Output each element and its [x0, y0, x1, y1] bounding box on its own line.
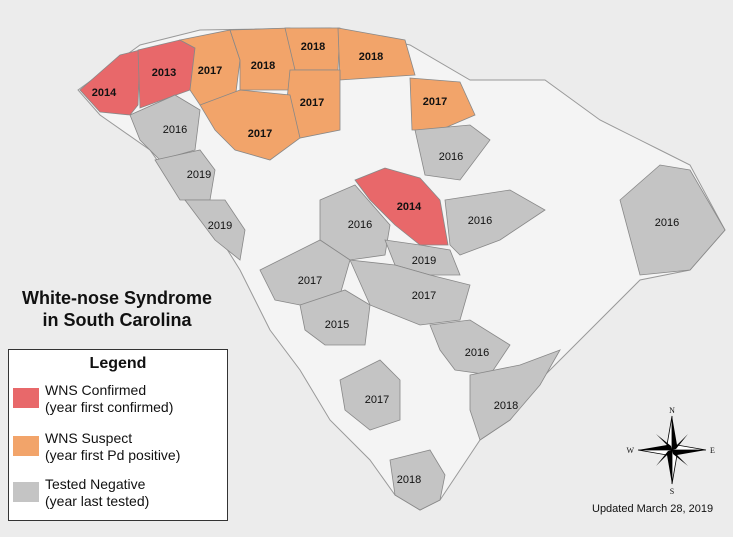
county-label: 2016: [465, 347, 489, 359]
county-label: 2019: [208, 220, 232, 232]
map-title: White-nose Syndrome in South Carolina: [12, 287, 222, 331]
county-suspect-2018-c: [337, 27, 416, 81]
county-label: 2013: [152, 67, 176, 79]
county-label: 2018: [494, 400, 518, 412]
legend-sublabel: (year first Pd positive): [45, 447, 181, 463]
legend-label: Tested Negative: [45, 476, 146, 492]
county-negative-2018-s: [389, 449, 446, 511]
county-label: 2014: [397, 201, 422, 213]
county-negative-2019-b: [184, 199, 246, 261]
county-suspect-2018-a: [229, 27, 296, 91]
legend-label: WNS Confirmed: [45, 382, 147, 398]
county-negative-2016-n: [414, 124, 491, 181]
compass-w: W: [626, 446, 634, 455]
county-negative-2017-s: [339, 359, 401, 431]
county-label: 2017: [412, 290, 436, 302]
map-title-line2: in South Carolina: [42, 310, 192, 330]
legend-title: Legend: [89, 355, 147, 372]
county-negative-2016-east: [619, 164, 726, 276]
county-suspect-2017-d: [409, 77, 476, 131]
legend-sublabel: (year last tested): [45, 493, 150, 509]
county-negative-2015: [299, 289, 371, 346]
county-label: 2016: [163, 124, 187, 136]
county-label: 2017: [365, 394, 389, 406]
compass-e: E: [710, 446, 715, 455]
county-label: 2019: [187, 169, 211, 181]
legend-swatch-negative: [13, 482, 39, 502]
compass-n: N: [669, 406, 675, 415]
updated-date: Updated March 28, 2019: [592, 503, 714, 515]
county-negative-2017-c: [349, 259, 471, 326]
legend-text-confirmed: WNS Confirmed (year first confirmed): [45, 382, 173, 416]
county-label: 2017: [423, 96, 447, 108]
county-label: 2017: [300, 97, 324, 109]
county-label: 2017: [198, 65, 222, 77]
map-title-line1: White-nose Syndrome: [21, 288, 213, 308]
county-negative-2019-a: [154, 149, 216, 201]
legend-swatch-confirmed: [13, 388, 39, 408]
county-negative-2018-se: [469, 349, 561, 441]
legend: Legend WNS Confirmed (year first confirm…: [8, 349, 228, 521]
county-confirmed-2014-center: [354, 167, 449, 246]
county-negative-2016-nw: [129, 94, 201, 161]
legend-text-negative: Tested Negative (year last tested): [45, 476, 149, 510]
county-negative-2016-ce: [444, 189, 546, 256]
county-suspect-2017-c: [199, 89, 301, 161]
county-label: 2016: [655, 217, 679, 229]
legend-swatch-suspect: [13, 436, 39, 456]
county-label: 2018: [301, 41, 325, 53]
county-confirmed-2014-west: [79, 49, 141, 116]
county-label: 2018: [397, 474, 421, 486]
legend-text-suspect: WNS Suspect (year first Pd positive): [45, 430, 180, 464]
county-shapes: [79, 27, 726, 511]
county-label: 2016: [439, 151, 463, 163]
county-label: 2017: [298, 275, 322, 287]
county-label: 2017: [248, 128, 272, 140]
county-label: 2014: [92, 87, 117, 99]
legend-sublabel: (year first confirmed): [45, 399, 174, 415]
county-labels: 2014 2013 2017 2018 2018 2018 2017 2017 …: [92, 41, 679, 486]
county-label: 2015: [325, 319, 349, 331]
compass-s: S: [670, 487, 674, 496]
county-label: 2018: [359, 51, 383, 63]
legend-label: WNS Suspect: [45, 430, 133, 446]
compass-rose-icon: N S E W: [626, 406, 715, 496]
county-label: 2016: [348, 219, 372, 231]
county-label: 2019: [412, 255, 436, 267]
county-label: 2016: [468, 215, 492, 227]
county-label: 2018: [251, 60, 275, 72]
